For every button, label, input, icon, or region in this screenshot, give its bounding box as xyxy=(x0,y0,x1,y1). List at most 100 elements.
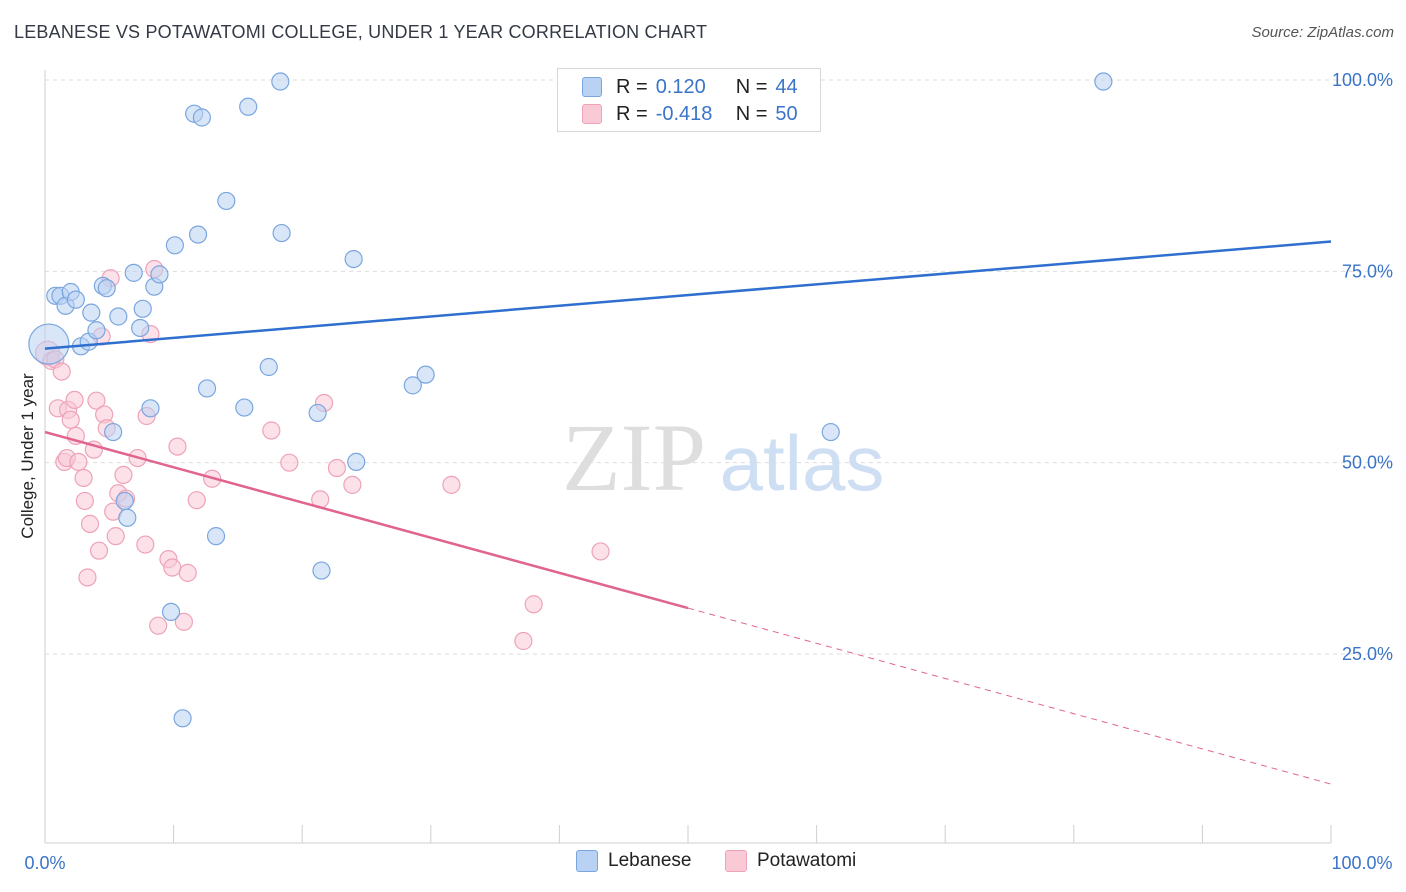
lebanese-point xyxy=(131,318,150,338)
potawatomi-legend-label: Potawatomi xyxy=(757,850,857,871)
lebanese-swatch xyxy=(582,77,602,97)
potawatomi-point xyxy=(114,465,133,485)
watermark-zip: ZIP xyxy=(562,404,706,511)
lebanese-point xyxy=(66,290,85,309)
potawatomi-point xyxy=(163,558,182,577)
x-tick-label: 100.0% xyxy=(1331,853,1392,873)
lebanese-legend-swatch xyxy=(576,850,598,872)
lebanese-trend-line xyxy=(44,240,1332,350)
watermark: ZIP atlas xyxy=(562,404,884,511)
lebanese-points xyxy=(28,72,1113,728)
x-tick-label: 0.0% xyxy=(24,853,65,873)
potawatomi-point xyxy=(89,541,109,560)
lebanese-point xyxy=(344,249,363,269)
potawatomi-point xyxy=(69,452,88,472)
lebanese-point xyxy=(188,225,208,244)
potawatomi-point xyxy=(75,491,94,511)
lebanese-point xyxy=(82,303,101,322)
n-label: N = xyxy=(735,102,768,125)
potawatomi-point xyxy=(168,437,187,456)
potawatomi-point xyxy=(74,468,93,488)
y-tick-label: 50.0% xyxy=(1342,453,1393,473)
lebanese-point xyxy=(403,376,422,395)
lebanese-point xyxy=(192,108,211,127)
potawatomi-point xyxy=(524,595,543,614)
lebanese-point xyxy=(109,307,128,326)
y-tick-label: 25.0% xyxy=(1342,644,1393,664)
legend-row-lebanese: R = 0.120 N = 44 xyxy=(558,74,798,100)
potawatomi-point xyxy=(136,535,155,554)
series-legend: Lebanese Potawatomi xyxy=(0,850,1406,878)
trend-lines xyxy=(44,240,1332,785)
lebanese-point xyxy=(271,72,290,91)
r-label: R = xyxy=(616,102,648,125)
lebanese-point xyxy=(104,422,123,442)
legend-item-lebanese[interactable]: Lebanese xyxy=(576,850,691,872)
tick-labels: 25.0% 50.0% 75.0% 100.0% 0.0% 100.0% xyxy=(24,70,1393,873)
potawatomi-swatch xyxy=(582,104,602,124)
lebanese-point xyxy=(124,263,143,282)
lebanese-point xyxy=(97,279,116,298)
lebanese-point xyxy=(347,452,366,472)
lebanese-point xyxy=(115,491,134,511)
potawatomi-point xyxy=(187,491,206,510)
potawatomi-point xyxy=(149,616,168,635)
potawatomi-point xyxy=(174,612,193,631)
potawatomi-point xyxy=(61,410,80,429)
potawatomi-legend-swatch xyxy=(725,850,747,872)
lebanese-point xyxy=(821,422,840,442)
lebanese-point xyxy=(235,398,254,417)
potawatomi-point xyxy=(78,568,97,587)
legend-row-potawatomi: R = -0.418 N = 50 xyxy=(558,101,798,127)
source-label: Source: ZipAtlas.com xyxy=(1251,24,1394,41)
potawatomi-point xyxy=(280,453,299,472)
lebanese-point xyxy=(197,379,217,398)
potawatomi-point xyxy=(343,475,362,494)
chart-title: LEBANESE VS POTAWATOMI COLLEGE, UNDER 1 … xyxy=(14,22,708,42)
potawatomi-point xyxy=(442,475,461,494)
legend-item-potawatomi[interactable]: Potawatomi xyxy=(725,850,856,872)
potawatomi-trend-extension xyxy=(687,607,1332,785)
lebanese-point xyxy=(161,602,181,622)
lebanese-point xyxy=(133,299,152,318)
n-label: N = xyxy=(735,75,768,98)
potawatomi-point xyxy=(514,631,533,651)
lebanese-point xyxy=(118,508,137,527)
lebanese-point xyxy=(239,97,258,116)
potawatomi-point xyxy=(65,390,84,410)
n-value-lebanese: 44 xyxy=(775,75,798,98)
lebanese-point xyxy=(150,265,169,284)
potawatomi-point xyxy=(327,458,347,478)
lebanese-point xyxy=(416,365,435,384)
lebanese-point xyxy=(1094,72,1113,91)
lebanese-point xyxy=(165,236,184,255)
grid-lines xyxy=(45,79,1390,655)
lebanese-point xyxy=(87,321,106,340)
lebanese-point xyxy=(28,323,70,365)
potawatomi-point xyxy=(178,563,197,582)
potawatomi-point xyxy=(80,514,100,533)
n-value-potawatomi: 50 xyxy=(775,102,798,125)
lebanese-point xyxy=(259,357,278,377)
lebanese-point xyxy=(308,403,327,423)
lebanese-legend-label: Lebanese xyxy=(608,850,692,871)
stats-legend: R = 0.120 N = 44 R = -0.418 N = 50 xyxy=(557,68,821,132)
potawatomi-point xyxy=(106,527,125,546)
lebanese-point xyxy=(272,223,291,243)
lebanese-point xyxy=(312,561,331,580)
lebanese-point xyxy=(141,399,160,418)
y-tick-label: 75.0% xyxy=(1342,261,1393,281)
r-value-lebanese: 0.120 xyxy=(655,75,706,98)
r-label: R = xyxy=(616,75,648,98)
lebanese-point xyxy=(206,527,226,546)
axes xyxy=(44,70,1332,844)
r-value-potawatomi: -0.418 xyxy=(655,102,713,125)
potawatomi-point xyxy=(87,391,106,410)
potawatomi-point xyxy=(591,542,610,561)
potawatomi-trend-line xyxy=(44,430,689,610)
potawatomi-point xyxy=(262,421,281,440)
watermark-atlas: atlas xyxy=(720,419,885,507)
lebanese-point xyxy=(173,709,192,728)
lebanese-point xyxy=(217,191,236,211)
